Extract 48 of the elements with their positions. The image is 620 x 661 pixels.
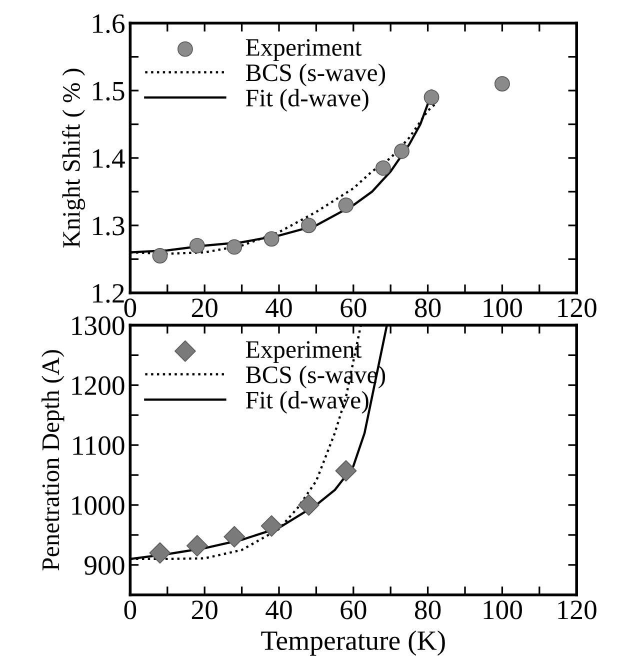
point xyxy=(226,239,242,255)
y-tick-label: 900 xyxy=(84,556,124,575)
x-tick-label: 100 xyxy=(484,298,522,318)
point xyxy=(149,542,171,564)
x-tick-label: 100 xyxy=(484,600,522,620)
y-axis-title: Penetration Depth (A) xyxy=(42,350,64,570)
x-tick-label: 60 xyxy=(340,600,366,620)
y-tick-label: 1000 xyxy=(72,496,124,515)
point xyxy=(494,76,510,92)
x-tick-label: 120 xyxy=(558,600,596,620)
x-tick-label: 120 xyxy=(558,298,596,318)
point xyxy=(224,526,246,548)
legend-label: Experiment xyxy=(246,39,362,61)
y-tick-label: 1100 xyxy=(73,436,124,455)
point xyxy=(298,494,320,516)
point xyxy=(186,535,208,556)
y-tick-label: 1200 xyxy=(72,376,124,396)
y-tick-label: 1.5 xyxy=(93,82,124,101)
point xyxy=(394,144,410,159)
point xyxy=(189,238,205,254)
point xyxy=(424,90,440,106)
legend-label: Experiment xyxy=(246,341,362,364)
x-tick-label: 40 xyxy=(266,298,292,318)
x-axis-title: Temperature (K) xyxy=(261,630,445,656)
legend-label: Fit (d-wave) xyxy=(246,88,368,112)
point xyxy=(301,218,316,234)
point xyxy=(152,248,168,264)
x-tick-label: 0 xyxy=(124,298,136,318)
x-tick-label: 20 xyxy=(192,600,218,620)
legend-label: Fit (d-wave) xyxy=(246,391,368,414)
y-tick-label: 1.3 xyxy=(93,216,124,236)
point xyxy=(375,160,391,176)
y-tick-label: 1.6 xyxy=(93,14,125,34)
y-tick-label: 1.4 xyxy=(93,149,125,168)
point xyxy=(338,197,354,213)
x-tick-label: 20 xyxy=(192,298,218,318)
legend-label: BCS (s-wave) xyxy=(246,64,386,86)
point xyxy=(335,460,357,482)
y-tick-label: 1.2 xyxy=(93,284,124,303)
x-tick-label: 60 xyxy=(340,298,366,318)
y-tick-label: 1300 xyxy=(72,316,124,336)
point xyxy=(260,515,282,537)
x-tick-label: 80 xyxy=(414,600,441,620)
point xyxy=(264,231,280,247)
x-tick-label: 80 xyxy=(414,298,441,318)
y-axis-title: Knight Shift ( % ) xyxy=(62,68,86,248)
x-tick-label: 0 xyxy=(124,600,136,620)
x-tick-label: 40 xyxy=(266,600,292,620)
